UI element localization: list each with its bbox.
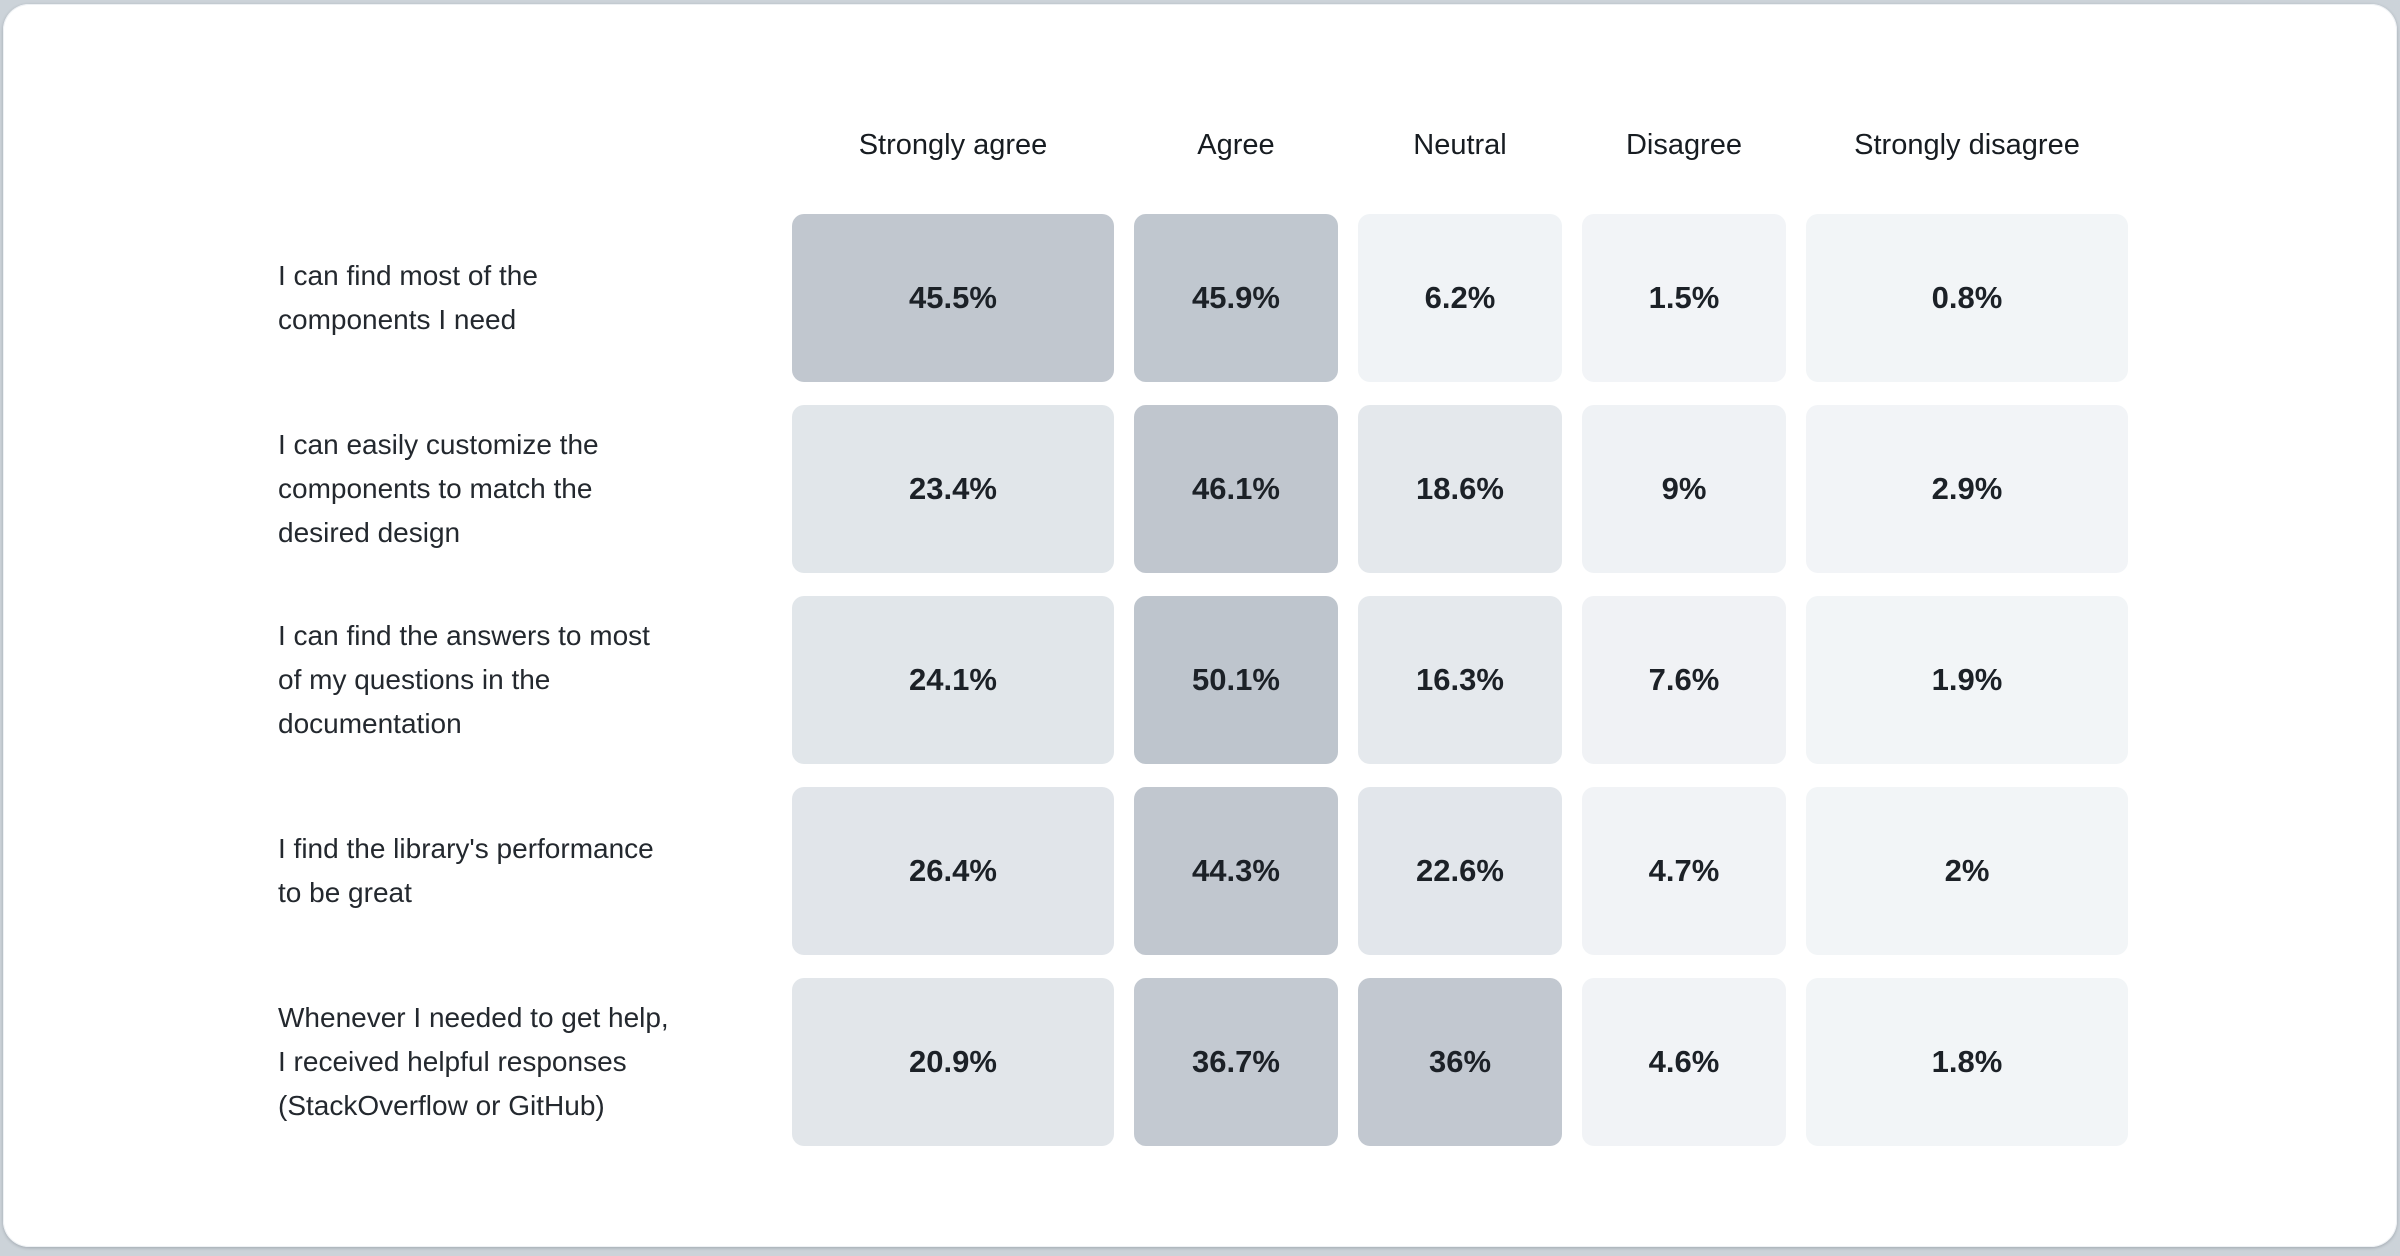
heatmap-cell: 6.2%	[1358, 214, 1562, 382]
row-label: I find the library's performance to be g…	[276, 787, 772, 955]
survey-results-card: Strongly agree Agree Neutral Disagree Strong…	[3, 4, 2397, 1247]
heatmap-cell: 20.9%	[792, 978, 1114, 1146]
column-header: Strongly agree	[858, 129, 1048, 161]
heatmap-cell: 7.6%	[1582, 596, 1786, 764]
heatmap-cell: 23.4%	[792, 405, 1114, 573]
heatmap-cell: 16.3%	[1358, 596, 1562, 764]
heatmap-cell: 44.3%	[1134, 787, 1338, 955]
heatmap-cell: 4.7%	[1582, 787, 1786, 955]
column-header: Neutral	[1413, 129, 1507, 161]
row-label-text: I can find most of the components I need	[278, 260, 538, 335]
column-header: Agree	[1197, 129, 1275, 161]
heatmap-cell: 1.8%	[1806, 978, 2128, 1146]
row-label: Whenever I needed to get help, I receive…	[276, 978, 772, 1146]
heatmap-cell: 24.1%	[792, 596, 1114, 764]
heatmap-cell: 22.6%	[1358, 787, 1562, 955]
row-label: I can easily customize the components to…	[276, 405, 772, 573]
heatmap-cell: 9%	[1582, 405, 1786, 573]
row-label-text: I can find the answers to most of my que…	[278, 620, 650, 739]
row-label: I can find most of the components I need	[276, 214, 772, 382]
heatmap-cell: 4.6%	[1582, 978, 1786, 1146]
heatmap-cell: 18.6%	[1358, 405, 1562, 573]
row-label-text: Whenever I needed to get help, I receive…	[278, 1002, 669, 1121]
heatmap-cell: 50.1%	[1134, 596, 1338, 764]
row-label: I can find the answers to most of my que…	[276, 596, 772, 764]
heatmap-cell: 36.7%	[1134, 978, 1338, 1146]
column-header: Disagree	[1625, 129, 1743, 161]
heatmap-cell: 2.9%	[1806, 405, 2128, 573]
heatmap-cell: 45.5%	[792, 214, 1114, 382]
heatmap-cell: 46.1%	[1134, 405, 1338, 573]
heatmap-cell: 26.4%	[792, 787, 1114, 955]
column-header: Strongly disagree	[1854, 129, 2080, 161]
heatmap-cell: 0.8%	[1806, 214, 2128, 382]
heatmap-cell: 1.9%	[1806, 596, 2128, 764]
table-corner-spacer	[276, 100, 772, 191]
heatmap-cell: 45.9%	[1134, 214, 1338, 382]
heatmap-cell: 36%	[1358, 978, 1562, 1146]
row-label-text: I can easily customize the components to…	[278, 429, 599, 548]
heatmap-cell: 1.5%	[1582, 214, 1786, 382]
heatmap-cell: 2%	[1806, 787, 2128, 955]
row-label-text: I find the library's performance to be g…	[278, 833, 654, 908]
likert-heatmap-table: Strongly agree Agree Neutral Disagree Strong…	[276, 100, 2128, 1146]
